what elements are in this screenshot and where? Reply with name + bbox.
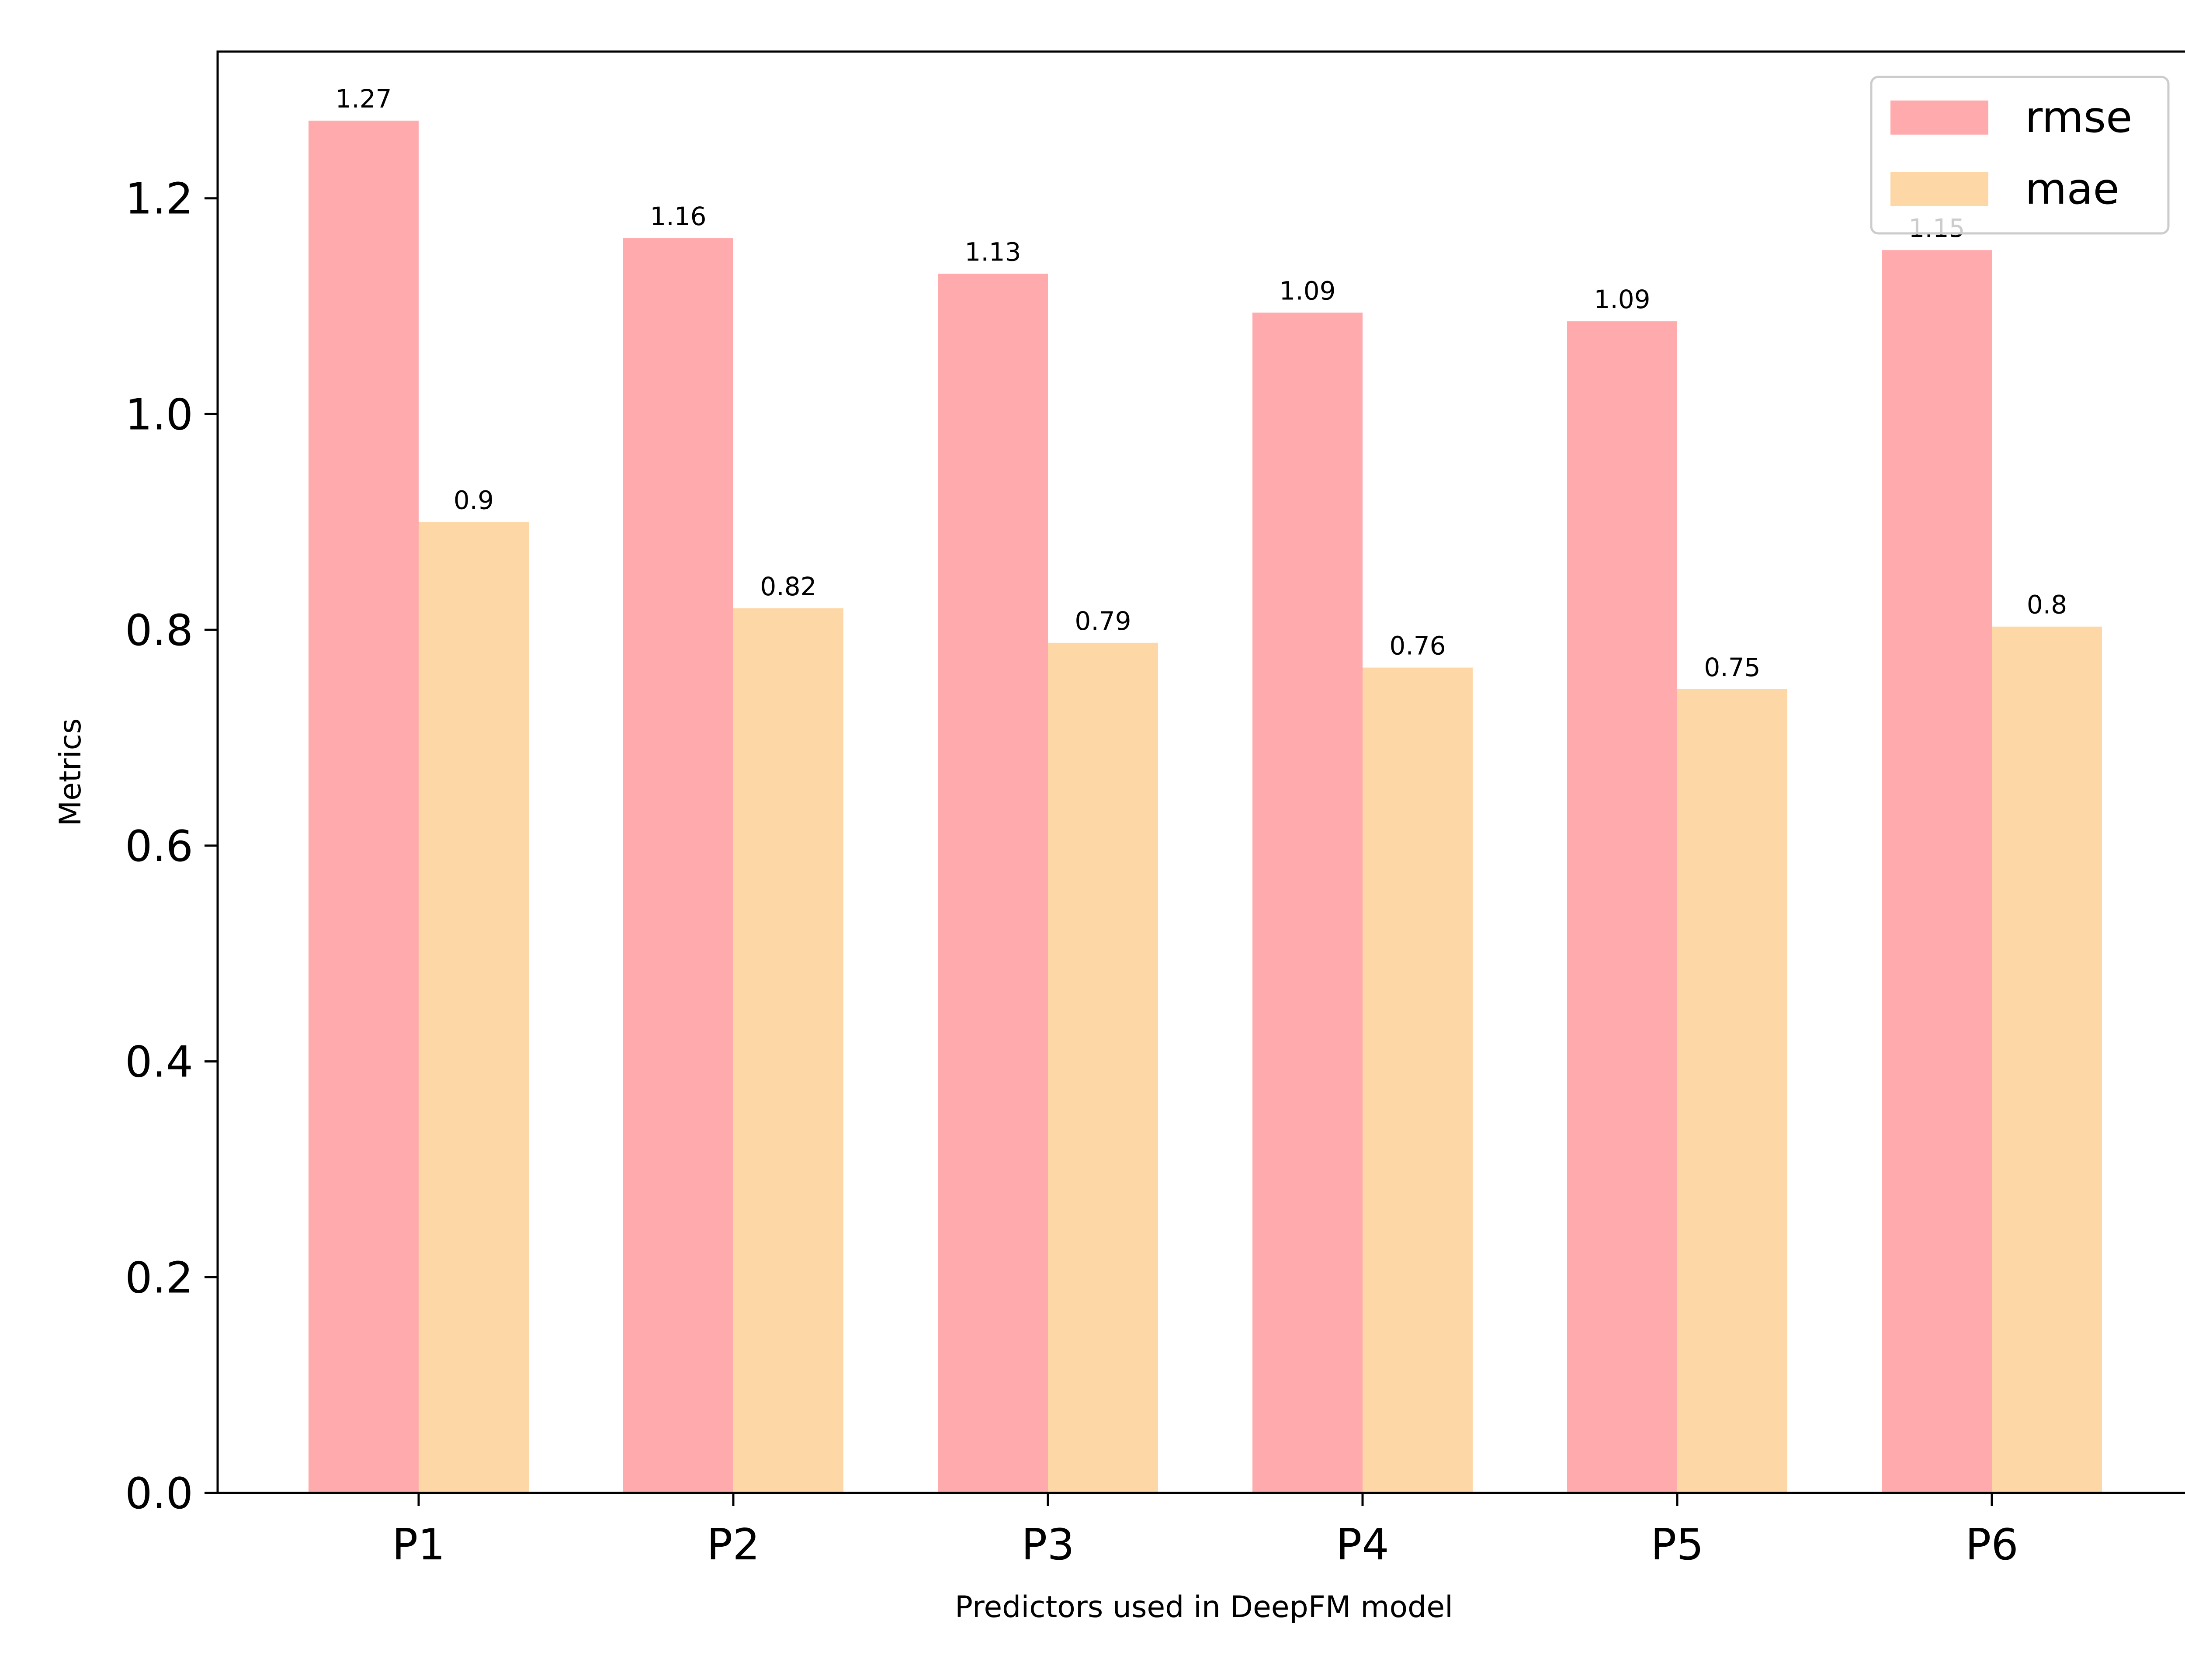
y-axis-title: Metrics xyxy=(53,719,88,826)
bar-rmse-P5 xyxy=(1567,321,1677,1493)
bar-mae-P1 xyxy=(419,522,529,1493)
y-tick-label: 0.6 xyxy=(125,822,193,871)
x-tick-label: P5 xyxy=(1651,1520,1703,1570)
y-tick-label: 1.2 xyxy=(125,174,193,224)
bar-mae-P3 xyxy=(1048,642,1158,1493)
y-tick-label: 0.0 xyxy=(125,1469,193,1519)
y-tick-label: 0.2 xyxy=(125,1253,193,1303)
data-label-rmse-P4: 1.09 xyxy=(1279,276,1335,305)
legend-label-mae: mae xyxy=(2025,164,2119,214)
x-axis-title: Predictors used in DeepFM model xyxy=(955,1590,1453,1624)
data-label-mae-P4: 0.76 xyxy=(1389,631,1446,661)
legend-swatch-rmse xyxy=(1890,101,1988,135)
bar-mae-P2 xyxy=(733,608,843,1493)
bar-rmse-P4 xyxy=(1252,312,1363,1493)
x-tick-label: P2 xyxy=(707,1520,760,1570)
x-tick-label: P6 xyxy=(1965,1520,2018,1570)
bar-mae-P4 xyxy=(1363,667,1473,1493)
x-tick-label: P1 xyxy=(392,1520,445,1570)
x-axis-ticks: P1 P2 P3 P4 P5 P6 xyxy=(392,1493,2019,1570)
bar-rmse-P1 xyxy=(309,120,419,1493)
bar-rmse-P6 xyxy=(1882,250,1992,1493)
bar-rmse-P2 xyxy=(623,238,733,1493)
bar-mae-P6 xyxy=(1992,626,2102,1493)
y-tick-label: 0.8 xyxy=(125,606,193,656)
x-tick-label: P4 xyxy=(1336,1520,1389,1570)
x-tick-label: P3 xyxy=(1021,1520,1074,1570)
y-axis-ticks: 0.0 0.2 0.4 0.6 0.8 1.0 1.2 xyxy=(125,174,218,1519)
data-label-mae-P5: 0.75 xyxy=(1704,653,1760,682)
y-tick-label: 1.0 xyxy=(125,390,193,440)
bar-mae-P5 xyxy=(1677,689,1787,1493)
bars-layer xyxy=(309,120,2102,1493)
legend: rmse mae xyxy=(1870,76,2170,235)
y-tick-label: 0.4 xyxy=(125,1038,193,1087)
data-label-mae-P3: 0.79 xyxy=(1075,606,1131,636)
data-label-mae-P6: 0.8 xyxy=(2027,590,2067,620)
data-label-rmse-P1: 1.27 xyxy=(335,84,392,114)
bar-rmse-P3 xyxy=(938,274,1048,1493)
plot-frame xyxy=(216,50,2185,1494)
data-label-mae-P1: 0.9 xyxy=(454,485,494,515)
legend-swatch-mae xyxy=(1890,172,1988,206)
data-label-rmse-P3: 1.13 xyxy=(964,237,1021,267)
data-label-mae-P2: 0.82 xyxy=(760,572,816,601)
data-label-rmse-P2: 1.16 xyxy=(650,201,706,231)
legend-label-rmse: rmse xyxy=(2025,93,2132,142)
data-label-rmse-P5: 1.09 xyxy=(1594,285,1650,314)
